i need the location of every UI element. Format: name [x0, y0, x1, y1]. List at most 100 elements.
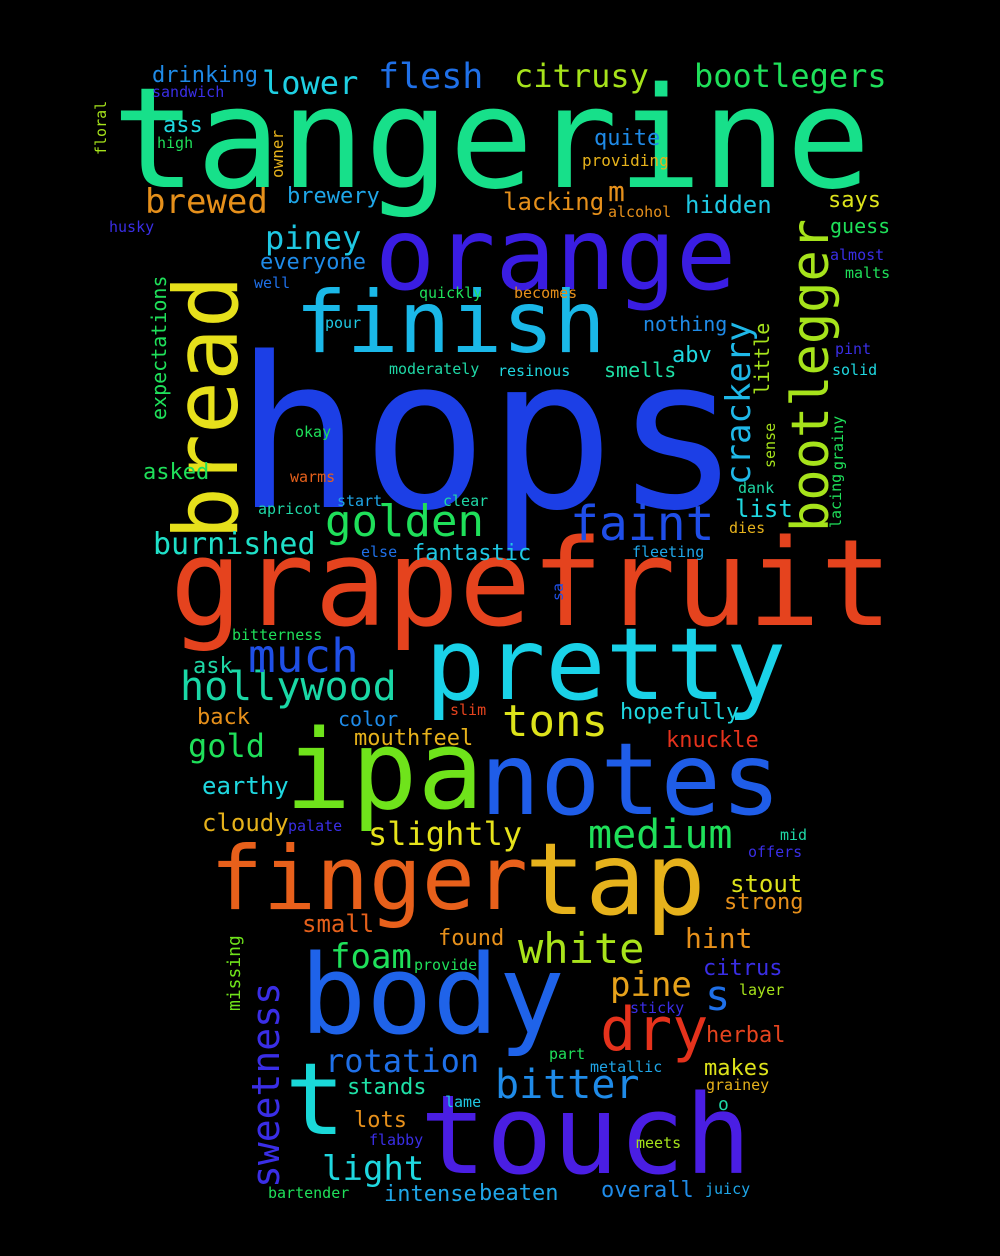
word-golden: golden	[325, 496, 484, 547]
word-beaten: beaten	[479, 1181, 559, 1206]
word-rotation: rotation	[325, 1042, 480, 1080]
word-expectations: expectations	[147, 275, 171, 421]
word-notes: notes	[480, 721, 782, 838]
word-smells: smells	[604, 358, 677, 382]
word-grainey: grainey	[706, 1076, 770, 1094]
word-citrusy: citrusy	[514, 57, 649, 95]
word-sa: sa	[549, 582, 567, 601]
word-cloudy: cloudy	[202, 809, 289, 837]
word-part: part	[549, 1045, 586, 1063]
word-stands: stands	[347, 1075, 427, 1100]
word-layer: layer	[739, 981, 785, 999]
word-everyone: everyone	[260, 250, 366, 275]
word-offers: offers	[748, 843, 803, 861]
word-floral: floral	[92, 100, 110, 155]
word-color: color	[338, 707, 399, 731]
word-lots: lots	[354, 1108, 407, 1133]
word-nothing: nothing	[643, 312, 728, 336]
word-much: much	[248, 629, 359, 683]
word-hops: hops	[235, 312, 741, 557]
word-well: well	[254, 274, 291, 292]
word-missing: missing	[224, 935, 245, 1011]
word-t: t	[285, 1041, 346, 1158]
word-lacing: lacing	[827, 473, 845, 528]
word-finish: finish	[295, 273, 606, 373]
word-bartender: bartender	[268, 1184, 350, 1202]
word-lame: lame	[445, 1093, 482, 1111]
word-dry: dry	[600, 995, 709, 1065]
word-moderately: moderately	[389, 360, 480, 378]
word-husky: husky	[109, 218, 155, 236]
word-guess: guess	[830, 214, 891, 238]
word-pretty: pretty	[425, 606, 787, 723]
word-faint: faint	[570, 496, 715, 552]
word-abv: abv	[672, 343, 712, 368]
word-fantastic: fantastic	[412, 541, 532, 566]
word-asked: asked	[143, 460, 210, 485]
word-grapefruit: grapefruit	[170, 515, 893, 654]
word-sticky: sticky	[630, 999, 685, 1017]
word-piney: piney	[265, 219, 362, 257]
word-grainy: grainy	[829, 415, 847, 470]
word-small: small	[302, 910, 375, 938]
word-little: little	[750, 322, 774, 395]
word-finger: finger	[210, 827, 528, 930]
word-bread: bread	[155, 275, 258, 540]
word-clear: clear	[443, 492, 489, 510]
word-medium: medium	[588, 812, 733, 858]
word-makes: makes	[704, 1056, 771, 1081]
word-brewery: brewery	[287, 184, 380, 209]
word-alcohol: alcohol	[608, 203, 672, 221]
word-hint: hint	[685, 922, 753, 955]
word-palate: palate	[288, 817, 343, 835]
word-lacking: lacking	[503, 188, 605, 216]
word-light: light	[322, 1149, 425, 1189]
word-solid: solid	[832, 361, 878, 379]
word-hidden: hidden	[685, 191, 772, 219]
word-start: start	[337, 492, 383, 510]
word-drinking: drinking	[152, 63, 258, 88]
word-gold: gold	[188, 727, 266, 765]
word-hollywood: hollywood	[180, 664, 397, 710]
word-touch: touch	[420, 1071, 752, 1199]
word-tons: tons	[502, 696, 608, 747]
word-earthy: earthy	[202, 772, 289, 800]
word-meets: meets	[636, 1134, 682, 1152]
word-overall: overall	[601, 1178, 694, 1203]
word-stout: stout	[730, 870, 803, 898]
word-tangerine: tangerine	[112, 58, 871, 221]
word-mid: mid	[780, 826, 808, 844]
word-resinous: resinous	[498, 362, 571, 380]
word-brewed: brewed	[145, 182, 268, 222]
word-warms: warms	[290, 468, 336, 486]
word-dies: dies	[729, 519, 766, 537]
word-flabby: flabby	[369, 1131, 424, 1149]
word-juicy: juicy	[705, 1180, 751, 1198]
word-pour: pour	[325, 314, 362, 332]
word-owner: owner	[268, 129, 287, 178]
word-strong: strong	[724, 890, 804, 915]
word-okay: okay	[295, 423, 332, 441]
word-found: found	[438, 926, 505, 951]
word-almost: almost	[830, 246, 885, 264]
word-knuckle: knuckle	[666, 728, 759, 753]
word-bitter: bitter	[495, 1062, 640, 1108]
word-o: o	[718, 1094, 729, 1115]
word-providing: providing	[582, 151, 669, 170]
word-foam: foam	[330, 937, 412, 977]
word-white: white	[518, 924, 645, 973]
word-slim: slim	[450, 701, 487, 719]
word-says: says	[828, 188, 881, 213]
word-high: high	[157, 134, 194, 152]
word-bootlegers: bootlegers	[694, 57, 887, 95]
word-flesh: flesh	[378, 57, 484, 97]
word-m: m	[608, 175, 625, 208]
word-intense: intense	[384, 1182, 477, 1207]
word-hopefully: hopefully	[620, 700, 740, 725]
word-orange: orange	[375, 196, 737, 313]
word-back: back	[197, 705, 250, 730]
word-becomes: becomes	[514, 284, 578, 302]
word-else: else	[361, 543, 398, 561]
word-ipa: ipa	[285, 706, 484, 834]
